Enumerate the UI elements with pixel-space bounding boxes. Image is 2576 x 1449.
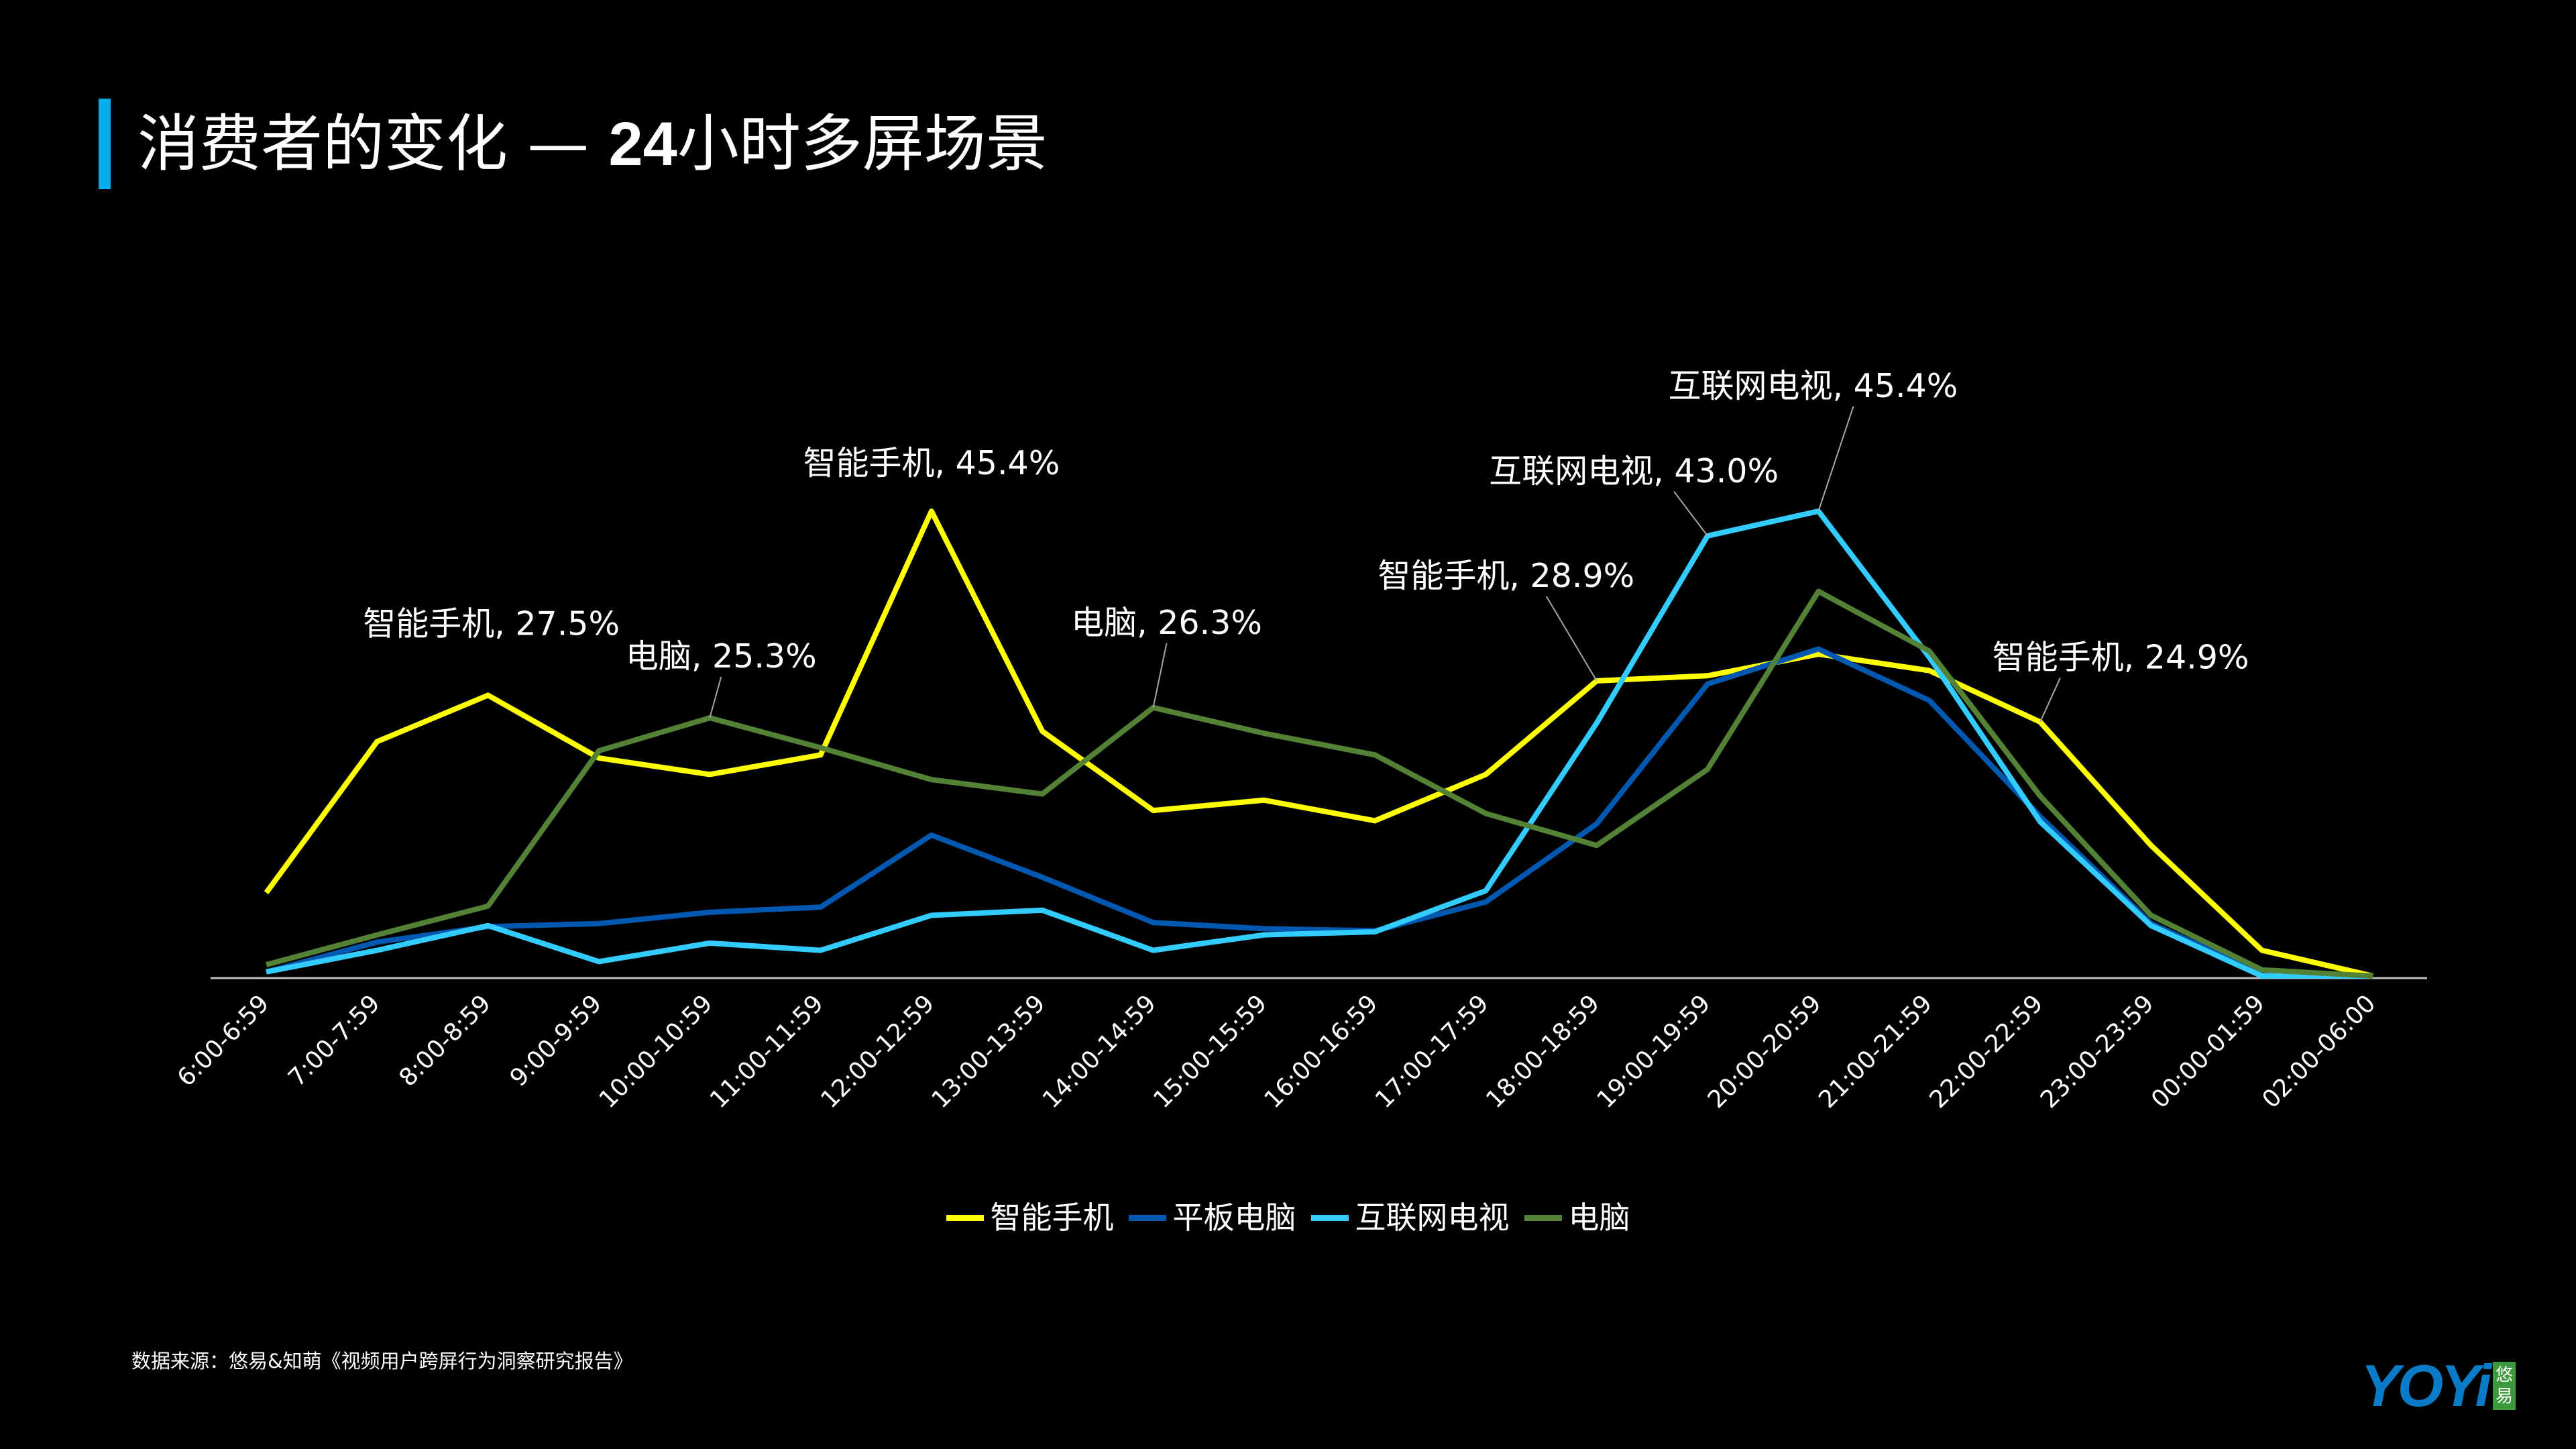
x-tick-label: 16:00-16:59 [1259, 989, 1384, 1114]
title-rest: 小时多屏场景 [677, 108, 1048, 180]
x-tick-label: 9:00-9:59 [505, 989, 608, 1092]
page-title: 消费者的变化 — 24小时多屏场景 [137, 107, 1048, 181]
legend-item: 电脑 [1524, 1197, 1630, 1238]
source-note: 数据来源：悠易&知萌《视频用户跨屏行为洞察研究报告》 [131, 1350, 633, 1373]
title-accent-bar [99, 99, 111, 189]
title-bold: 24 [608, 110, 677, 178]
data-label: 互联网电视, 45.4% [1669, 367, 1958, 405]
legend: 智能手机 平板电脑 互联网电视 电脑 [0, 1197, 2576, 1238]
series-line-3 [265, 588, 2373, 979]
x-tick-label: 12:00-12:59 [816, 989, 940, 1114]
x-tick-label: 11:00-11:59 [705, 989, 829, 1114]
legend-label: 智能手机 [990, 1199, 1114, 1236]
title-main: 消费者的变化 — [137, 108, 609, 180]
x-tick-label: 00:00-01:59 [2146, 989, 2270, 1114]
data-label: 智能手机, 45.4% [803, 444, 1060, 482]
legend-item: 智能手机 [946, 1197, 1114, 1238]
legend-swatch [1128, 1214, 1166, 1221]
x-tick-label: 7:00-7:59 [283, 989, 386, 1092]
logo-badge: 悠易 [2493, 1362, 2516, 1410]
x-tick-label: 13:00-13:59 [927, 989, 1051, 1114]
legend-label: 平板电脑 [1172, 1199, 1296, 1236]
legend-label: 电脑 [1568, 1199, 1630, 1236]
annotation-leader [1152, 643, 1168, 708]
x-tick-label: 6:00-6:59 [172, 989, 275, 1092]
x-tick-label: 18:00-18:59 [1481, 989, 1605, 1114]
data-label: 互联网电视, 43.0% [1489, 452, 1779, 490]
x-tick-label: 15:00-15:59 [1148, 989, 1272, 1114]
logo: YOYi 悠易 [2361, 1352, 2516, 1420]
legend-item: 互联网电视 [1310, 1197, 1510, 1238]
annotation-leader [1673, 491, 1708, 537]
legend-swatch [1524, 1214, 1562, 1221]
x-tick-label: 17:00-17:59 [1370, 989, 1494, 1114]
x-tick-label: 23:00-23:59 [2035, 989, 2160, 1114]
x-tick-label: 19:00-19:59 [1592, 989, 1716, 1114]
x-tick-label: 10:00-10:59 [594, 989, 718, 1114]
annotation-leader [709, 676, 722, 718]
data-label: 智能手机, 28.9% [1378, 557, 1634, 595]
data-label: 电脑, 26.3% [1071, 604, 1262, 642]
legend-swatch [946, 1214, 984, 1221]
legend-item: 平板电脑 [1128, 1197, 1296, 1238]
data-label: 智能手机, 24.9% [1993, 638, 2249, 676]
data-label: 电脑, 25.3% [626, 637, 817, 676]
series-line-2 [266, 508, 2373, 979]
annotation-leader [1545, 596, 1598, 682]
x-tick-label: 8:00-8:59 [394, 989, 496, 1092]
data-label: 智能手机, 27.5% [363, 604, 620, 643]
annotation-leader [1817, 406, 1854, 512]
logo-text: YOYi [2361, 1352, 2491, 1419]
x-tick-label: 02:00-06:00 [2257, 989, 2381, 1114]
legend-label: 互联网电视 [1355, 1199, 1510, 1236]
x-tick-label: 14:00-14:59 [1038, 989, 1162, 1114]
x-tick-label: 22:00-22:59 [1925, 989, 2049, 1114]
x-tick-label: 20:00-20:59 [1703, 989, 1827, 1114]
x-tick-label: 21:00-21:59 [1813, 989, 1938, 1114]
annotation-leader [2039, 677, 2061, 722]
legend-swatch [1310, 1214, 1349, 1221]
series-line-0 [264, 508, 2373, 979]
